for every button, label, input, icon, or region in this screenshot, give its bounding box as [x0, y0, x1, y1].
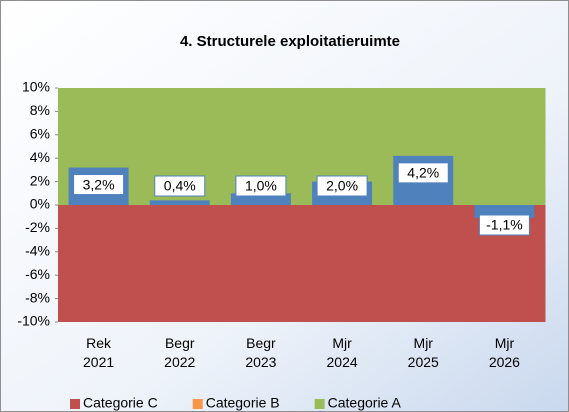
x-tick-label-line: Mjr	[495, 335, 515, 351]
bar	[149, 200, 210, 205]
y-tick-label: 2%	[30, 172, 50, 188]
legend-swatch	[70, 399, 80, 409]
x-tick-label-line: 2024	[327, 354, 358, 370]
data-label-box	[73, 174, 125, 196]
legend-label: Categorie C	[83, 395, 158, 411]
data-label: 0,4%	[164, 178, 196, 194]
x-tick-label-line: 2025	[408, 354, 439, 370]
x-tick-label-line: 2026	[489, 354, 520, 370]
x-tick-label-line: Begr	[246, 335, 276, 351]
y-tick-label: 8%	[30, 102, 50, 118]
bar	[230, 193, 291, 205]
x-tick-label: Mjr 2026	[489, 335, 520, 370]
y-tick-label: 6%	[30, 126, 50, 142]
x-tick-label-line: 2022	[164, 354, 195, 370]
y-tick-label: -10%	[17, 313, 50, 329]
data-label-box	[316, 175, 368, 197]
chart-title: 4. Structurele exploitatieruimte	[180, 33, 400, 50]
x-tick-label-line: Begr	[165, 335, 195, 351]
y-tick-label: 4%	[30, 149, 50, 165]
x-tick-label: Rek 2021	[83, 335, 114, 370]
category-band	[139, 205, 221, 322]
data-label: 3,2%	[83, 176, 115, 192]
data-label-box	[154, 175, 206, 197]
data-label: 4,2%	[407, 165, 439, 181]
x-tick-label: Mjr 2025	[408, 335, 439, 370]
legend-swatch	[314, 399, 325, 409]
data-label: -1,1%	[486, 217, 523, 233]
x-tick-label: Begr 2023	[245, 335, 276, 370]
y-tick-label: 0%	[30, 196, 50, 212]
x-tick-label-line: Rek	[86, 335, 112, 351]
x-tick-label: Mjr 2024	[327, 335, 358, 370]
x-tick-label-line: Mjr	[332, 335, 352, 351]
x-tick-label-line: Mjr	[414, 335, 434, 351]
y-tick-label: -8%	[25, 289, 50, 305]
data-label-box	[397, 162, 449, 184]
x-tick-label: Begr 2022	[164, 335, 195, 370]
y-tick-label: -2%	[25, 219, 50, 235]
y-tick-label: -6%	[25, 266, 50, 282]
category-band	[463, 88, 546, 205]
legend-label: Categorie B	[206, 395, 280, 411]
category-band	[301, 205, 384, 322]
category-band	[58, 205, 140, 322]
category-band	[382, 205, 465, 322]
y-tick-label: 10%	[22, 79, 50, 95]
x-tick-label-line: 2023	[245, 354, 276, 370]
legend-label: Categorie A	[328, 395, 402, 411]
data-label: 2,0%	[326, 178, 358, 194]
x-tick-label-line: 2021	[83, 354, 114, 370]
category-band	[220, 205, 302, 322]
data-label: 1,0%	[245, 178, 277, 194]
y-tick-label: -4%	[25, 243, 50, 259]
data-label-box	[478, 214, 530, 236]
legend-swatch	[192, 399, 203, 409]
data-label-box	[235, 175, 287, 197]
